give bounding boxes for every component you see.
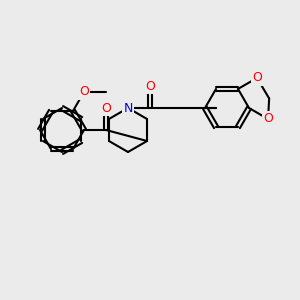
- Text: O: O: [252, 71, 262, 84]
- Text: N: N: [123, 101, 133, 115]
- Text: O: O: [101, 101, 111, 115]
- Text: O: O: [79, 85, 89, 98]
- Text: O: O: [145, 80, 155, 92]
- Text: O: O: [263, 112, 273, 125]
